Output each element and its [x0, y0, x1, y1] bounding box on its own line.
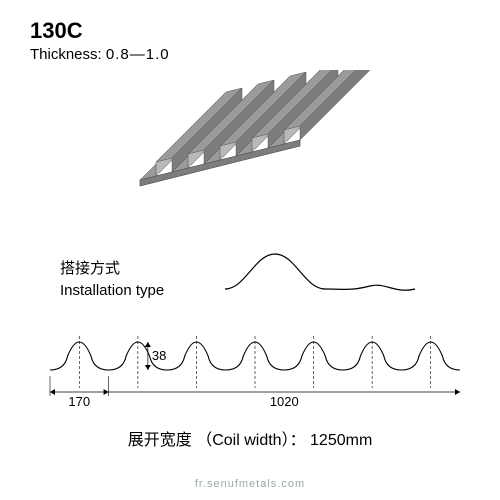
thickness-label: Thickness: — [30, 46, 102, 63]
thickness-value: 0.8—1.0 — [106, 46, 170, 63]
install-label-en: Installation type — [60, 280, 164, 302]
installation-block: 搭接方式 Installation type — [60, 240, 440, 320]
thickness-row: Thickness: 0.8—1.0 — [30, 46, 170, 63]
installation-labels: 搭接方式 Installation type — [60, 258, 164, 302]
coil-paren: （Coil width）： — [196, 432, 305, 449]
coil-width-row: 展开宽度 （Coil width）： 1250mm — [0, 426, 500, 450]
profile-drawing: 38 170 1020 — [20, 330, 480, 420]
installation-wave — [220, 244, 420, 304]
install-label-cn: 搭接方式 — [60, 258, 164, 280]
coil-label-en: Coil width — [212, 432, 281, 449]
svg-text:1020: 1020 — [270, 394, 299, 409]
svg-text:38: 38 — [152, 348, 166, 363]
spec-sheet: 130C Thickness: 0.8—1.0 搭接方式 Installatio… — [0, 0, 500, 500]
panel-3d-drawing — [130, 70, 390, 230]
model-number: 130C — [30, 18, 83, 44]
coil-value: 1250mm — [310, 432, 372, 449]
watermark: fr.senufmetals.com — [0, 478, 500, 490]
coil-label-cn: 展开宽度 — [128, 432, 192, 449]
svg-text:170: 170 — [68, 394, 90, 409]
